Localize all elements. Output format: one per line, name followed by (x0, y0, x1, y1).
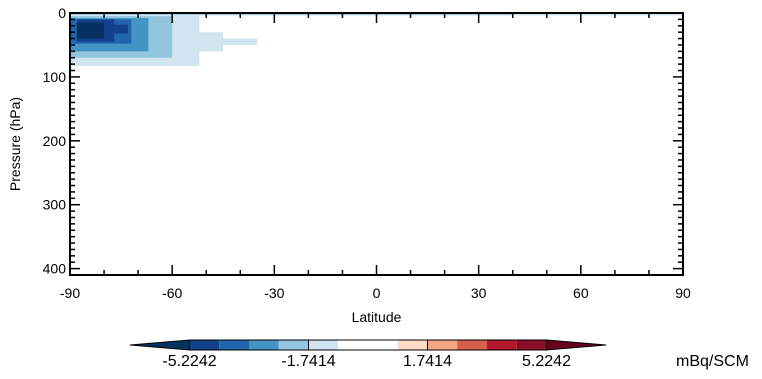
x-axis-title: Latitude (352, 309, 402, 325)
colorbar-tick-label: -1.7414 (281, 353, 335, 370)
heatmap-cell (76, 22, 105, 39)
colorbar-level (338, 340, 398, 350)
x-axis: -90 -60 -30 0 30 60 90 (60, 13, 691, 301)
heatmap-cell (199, 38, 258, 45)
y-tick-label: 300 (43, 197, 67, 213)
colorbar: -5.2242 -1.7414 1.7414 5.2242 (129, 339, 607, 370)
colorbar-level (397, 340, 428, 350)
colorbar-level (219, 340, 249, 350)
y-tick-label: 200 (43, 133, 67, 149)
y-tick-label: 400 (43, 261, 67, 277)
colorbar-tick-label: -5.2242 (162, 353, 216, 370)
heatmap-cell (114, 24, 128, 34)
y-axis-title: Pressure (hPa) (7, 97, 23, 191)
colorbar-level (546, 339, 607, 351)
plot-area (70, 13, 683, 67)
x-tick-label: -30 (264, 285, 284, 301)
colorbar-unit: mBq/SCM (676, 353, 749, 370)
colorbar-level (249, 340, 279, 350)
x-tick-label: -90 (60, 285, 80, 301)
y-tick-label: 100 (43, 69, 67, 85)
colorbar-level (278, 340, 309, 350)
x-tick-label: 30 (471, 285, 487, 301)
colorbar-level (427, 340, 458, 350)
colorbar-tick-label: 1.7414 (403, 353, 452, 370)
colorbar-level (308, 340, 339, 350)
x-tick-label: 0 (373, 285, 381, 301)
x-tick-label: 60 (573, 285, 589, 301)
colorbar-level (487, 340, 517, 350)
x-tick-label: -60 (162, 285, 182, 301)
colorbar-level (129, 339, 190, 351)
y-tick-label: 0 (58, 5, 66, 21)
heatmap-cell (199, 32, 224, 52)
colorbar-level (516, 340, 547, 350)
colorbar-level (457, 340, 487, 350)
colorbar-tick-label: 5.2242 (522, 353, 571, 370)
x-tick-label: 90 (675, 285, 691, 301)
colorbar-level (189, 340, 220, 350)
y-axis: 0 100 200 300 400 (43, 5, 683, 277)
